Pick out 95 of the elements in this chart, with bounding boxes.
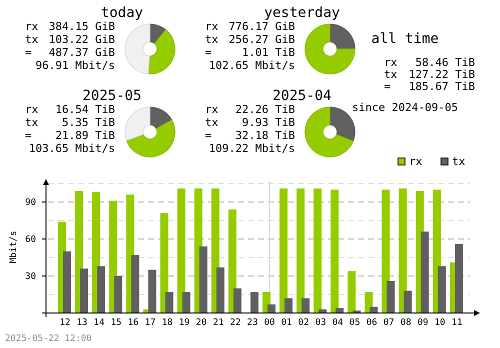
chart-title: 2025-05 xyxy=(82,88,142,104)
text: tx 103.22 GiB xyxy=(25,33,116,46)
bar xyxy=(302,298,310,313)
donut-slice xyxy=(330,24,356,50)
x-tick-label: 07 xyxy=(383,318,394,328)
bar xyxy=(160,213,168,313)
x-tick-label: 20 xyxy=(196,318,207,328)
bar xyxy=(330,190,339,313)
x-tick-label: 19 xyxy=(178,318,190,328)
text: rx 58.46 TiB xyxy=(384,56,475,69)
bar xyxy=(268,304,276,313)
text: tx 5.35 TiB xyxy=(25,116,115,129)
legend-label: tx xyxy=(452,155,466,168)
x-tick-label: 00 xyxy=(264,318,275,328)
x-tick-label: 17 xyxy=(144,318,156,328)
text: 2025-05-22 12:00 xyxy=(5,334,92,344)
text: = 185.67 TiB xyxy=(384,80,475,93)
bar xyxy=(131,255,140,313)
text: since 2024-09-05 xyxy=(352,101,458,114)
text: = 1.01 TiB xyxy=(205,46,295,59)
bar xyxy=(348,271,356,313)
text: tx 127.22 TiB xyxy=(384,68,476,81)
x-tick-label: 10 xyxy=(434,318,446,328)
bar xyxy=(420,232,429,313)
x-tick-label: 14 xyxy=(94,318,105,328)
x-tick-label: 08 xyxy=(400,318,412,328)
x-tick-label: 22 xyxy=(230,318,241,328)
bar xyxy=(97,266,106,313)
donut-slice xyxy=(124,24,150,74)
bar xyxy=(216,267,224,313)
bar xyxy=(398,188,407,313)
x-tick-label: 02 xyxy=(298,318,310,328)
bar xyxy=(336,308,344,313)
chart-title: 2025-04 xyxy=(272,88,332,104)
bar xyxy=(114,276,122,313)
y-tick-label: 60 xyxy=(25,235,36,246)
text: rx 22.26 TiB xyxy=(205,103,295,116)
bar xyxy=(454,244,463,313)
bar xyxy=(280,188,288,313)
text: 103.65 Mbit/s xyxy=(28,142,115,155)
x-tick-label: 15 xyxy=(110,318,122,328)
text: tx 256.27 GiB xyxy=(205,33,296,46)
text: 96.91 Mbit/s xyxy=(36,59,115,72)
bar xyxy=(250,292,258,313)
donut-slice xyxy=(304,106,354,158)
bar xyxy=(199,246,208,313)
x-tick-label: 06 xyxy=(366,318,378,328)
donut-slice xyxy=(148,29,176,74)
text: tx 9.93 TiB xyxy=(205,116,295,129)
text: = 487.37 GiB xyxy=(25,46,115,59)
legend-label: rx xyxy=(409,155,423,168)
donut-slice xyxy=(124,106,150,141)
y-axis-title: Mbit/s xyxy=(9,230,19,264)
x-tick-label: 11 xyxy=(452,318,462,328)
x-tick-label: 09 xyxy=(417,318,428,328)
donut-slice xyxy=(150,106,172,129)
x-tick-label: 12 xyxy=(60,318,70,328)
bar xyxy=(177,188,186,313)
bar xyxy=(382,190,390,313)
text: 102.65 Mbit/s xyxy=(208,59,295,72)
text: all time xyxy=(371,31,439,47)
text: rx 384.15 GiB xyxy=(25,20,116,33)
chart-title: yesterday xyxy=(264,5,340,21)
x-tick-label: 16 xyxy=(128,318,139,328)
text: = 21.89 TiB xyxy=(25,129,115,142)
bar xyxy=(63,251,71,313)
x-tick-label: 13 xyxy=(76,318,88,328)
x-tick-label: 21 xyxy=(212,318,224,328)
donut-slice xyxy=(126,120,176,158)
text: rx 776.17 GiB xyxy=(205,20,296,33)
bar xyxy=(80,268,88,313)
bar xyxy=(314,188,322,313)
bar xyxy=(386,280,395,313)
text: = 32.18 TiB xyxy=(205,129,295,142)
x-tick-label: 18 xyxy=(162,318,173,328)
chart-title: today xyxy=(100,5,144,21)
text: rx 16.54 TiB xyxy=(25,103,115,116)
x-tick-label: 03 xyxy=(315,318,326,328)
bar xyxy=(404,290,412,313)
x-tick-label: 23 xyxy=(247,318,258,328)
bar xyxy=(296,188,305,313)
bar xyxy=(148,270,156,313)
donut-slice xyxy=(304,24,356,74)
bar xyxy=(284,298,293,313)
bar xyxy=(165,292,174,313)
bar xyxy=(438,266,446,313)
bar xyxy=(182,292,190,313)
x-tick-label: 05 xyxy=(349,318,360,328)
x-tick-label: 04 xyxy=(332,318,344,328)
bar xyxy=(233,288,242,313)
text: 109.22 Mbit/s xyxy=(208,142,295,155)
bar xyxy=(228,209,236,313)
y-tick-label: 90 xyxy=(25,198,36,208)
x-tick-label: 01 xyxy=(281,318,292,328)
y-tick-label: 30 xyxy=(25,272,36,282)
